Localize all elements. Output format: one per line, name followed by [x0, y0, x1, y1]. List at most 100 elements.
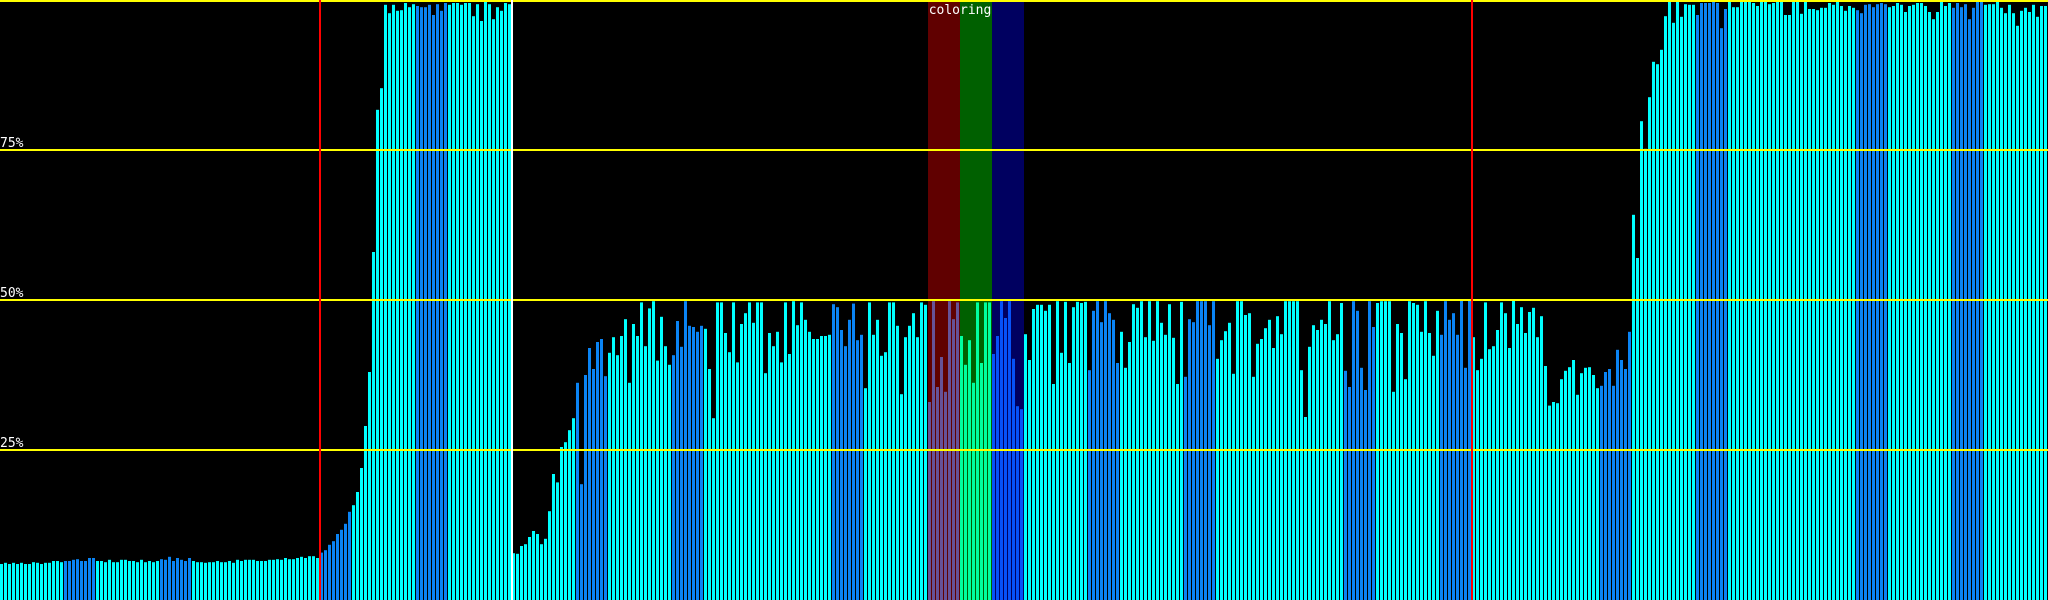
- bar: [1476, 370, 1479, 600]
- bar: [1576, 394, 1579, 600]
- bar: [980, 363, 983, 600]
- bar: [504, 3, 507, 600]
- bar: [1252, 376, 1255, 600]
- bar: [1456, 334, 1459, 600]
- bar: [924, 304, 927, 600]
- bar: [1320, 319, 1323, 600]
- bar: [1756, 6, 1759, 600]
- bar: [1396, 324, 1399, 600]
- bar: [1364, 390, 1367, 600]
- bar: [300, 556, 303, 600]
- bar: [1932, 19, 1935, 600]
- bar: [2008, 4, 2011, 600]
- bar: [304, 558, 307, 600]
- bar: [956, 302, 959, 600]
- bar: [836, 307, 839, 600]
- bar: [232, 562, 235, 600]
- bar: [1556, 403, 1559, 600]
- bar: [1224, 331, 1227, 600]
- bar: [828, 334, 831, 600]
- bar: [760, 302, 763, 600]
- bar: [596, 342, 599, 600]
- bar: [920, 302, 923, 600]
- bar: [1220, 340, 1223, 600]
- bar: [1060, 352, 1063, 600]
- bar: [200, 562, 203, 600]
- bar: [908, 325, 911, 600]
- bar: [1636, 258, 1639, 600]
- bar: [640, 302, 643, 600]
- bar: [876, 319, 879, 600]
- bar: [748, 302, 751, 600]
- bar: [1768, 4, 1771, 600]
- bar: [240, 561, 243, 600]
- bar: [1436, 310, 1439, 600]
- bar: [780, 362, 783, 600]
- bar: [1144, 337, 1147, 600]
- y-tick-label: 75%: [0, 136, 24, 151]
- bar: [1124, 367, 1127, 600]
- bar: [1120, 331, 1123, 600]
- bar: [788, 354, 791, 600]
- bar: [588, 348, 591, 600]
- gridline: [0, 299, 2048, 301]
- bar: [284, 558, 287, 600]
- bar: [668, 364, 671, 600]
- bar: [1596, 388, 1599, 600]
- bar: [224, 562, 227, 600]
- bar: [1584, 367, 1587, 600]
- bar: [428, 4, 431, 600]
- bar: [840, 330, 843, 600]
- bar: [1172, 337, 1175, 600]
- bar: [280, 559, 283, 600]
- bar: [1700, 3, 1703, 600]
- bar: [740, 324, 743, 600]
- bar: [860, 334, 863, 600]
- bar: [992, 354, 995, 600]
- bar: [24, 564, 27, 600]
- bar: [460, 4, 463, 600]
- bar: [404, 3, 407, 600]
- bar: [2032, 4, 2035, 600]
- bar: [644, 346, 647, 600]
- bar: [128, 561, 131, 600]
- bar: [752, 322, 755, 600]
- bar: [1496, 330, 1499, 600]
- bar: [1580, 373, 1583, 600]
- bar: [728, 352, 731, 600]
- bar: [152, 562, 155, 600]
- bar: [132, 561, 135, 600]
- bar: [952, 319, 955, 600]
- bar: [532, 531, 535, 600]
- bar: [1684, 4, 1687, 600]
- bar: [192, 561, 195, 600]
- bar: [92, 558, 95, 600]
- bar: [464, 3, 467, 600]
- bar: [1392, 391, 1395, 600]
- bar: [1568, 367, 1571, 600]
- bar: [1692, 4, 1695, 600]
- bar: [700, 325, 703, 600]
- bar: [576, 382, 579, 600]
- bar: [1404, 379, 1407, 600]
- bar: [2020, 10, 2023, 600]
- bar: [1888, 7, 1891, 600]
- bar: [1992, 4, 1995, 600]
- bar: [984, 302, 987, 600]
- bar: [480, 21, 483, 600]
- bar: [40, 564, 43, 600]
- bar: [1600, 385, 1603, 600]
- bar: [312, 556, 315, 600]
- bar: [572, 418, 575, 600]
- bar: [476, 4, 479, 600]
- bar: [528, 537, 531, 600]
- bar: [960, 336, 963, 600]
- bar: [1716, 3, 1719, 600]
- bar: [988, 302, 991, 600]
- bar: [260, 561, 263, 600]
- bar: [1948, 3, 1951, 600]
- bar: [468, 3, 471, 600]
- bar: [76, 559, 79, 600]
- bar: [548, 511, 551, 600]
- bar: [1880, 3, 1883, 600]
